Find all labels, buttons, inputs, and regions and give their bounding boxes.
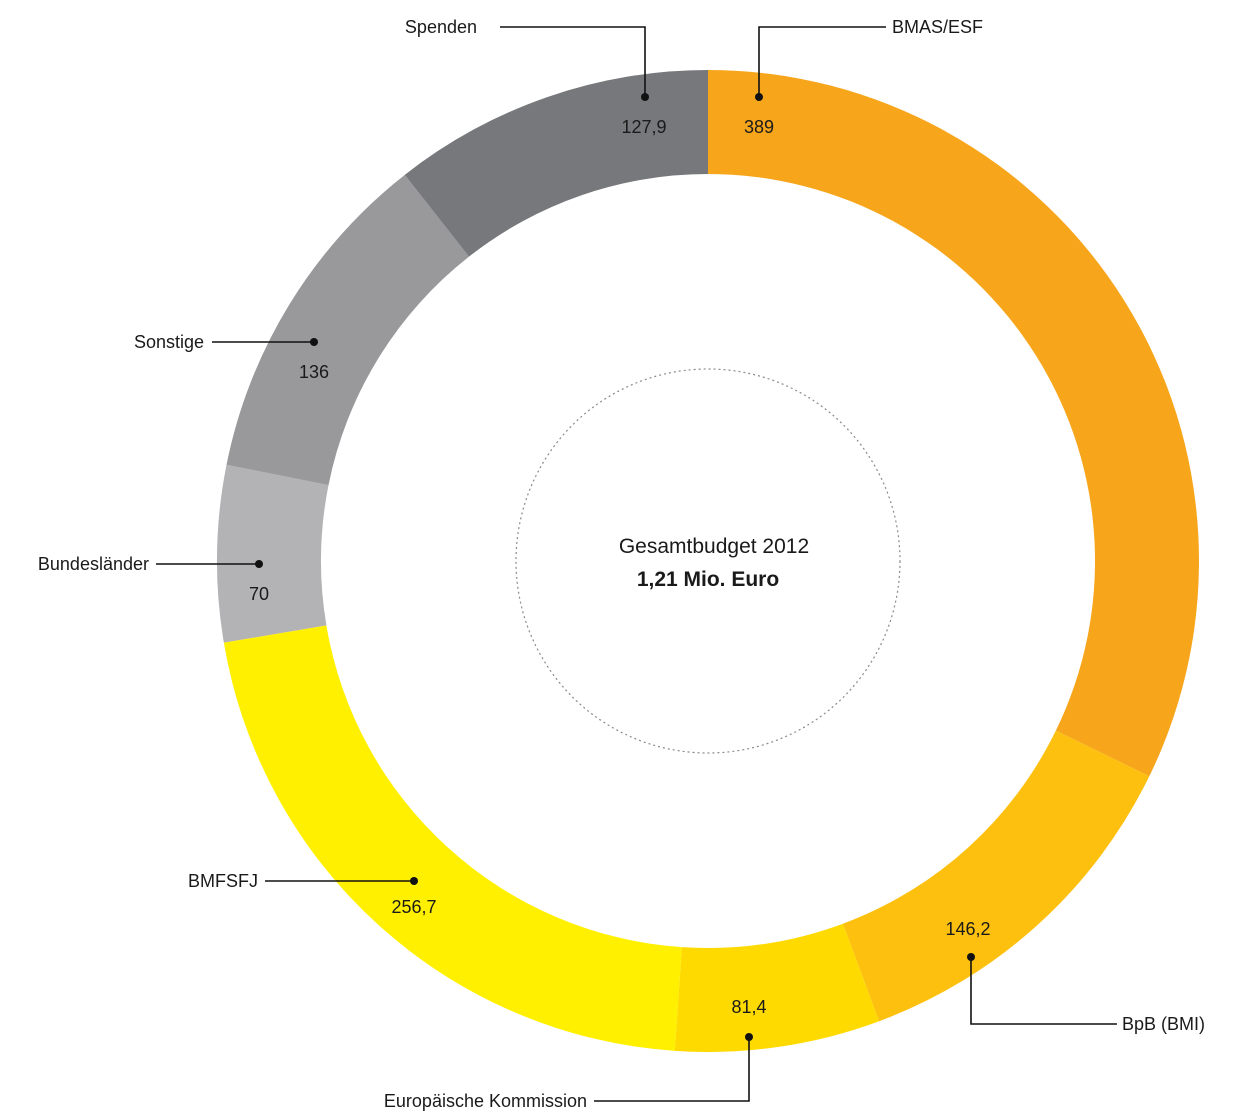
value-label-sonstige: 136	[299, 362, 329, 382]
slice-label-bmfsfj: BMFSFJ	[188, 871, 258, 891]
leader-line-bpb-bmi	[970, 957, 1117, 1025]
value-label-bmas-esf: 389	[744, 117, 774, 137]
leader-line-europaische-kommission	[594, 1037, 750, 1102]
slice-bpb-bmi	[842, 730, 1150, 1022]
leader-dot-bpb-bmi	[967, 953, 975, 961]
center-title: Gesamtbudget 2012	[619, 535, 809, 558]
slice-label-bmas-esf: BMAS/ESF	[892, 17, 983, 37]
leader-dot-bmas-esf	[755, 93, 763, 101]
leader-dot-bmfsfj	[410, 877, 418, 885]
slice-labels: BMAS/ESF 389 BpB (BMI) 146,2 Europäische Kom…	[38, 17, 1205, 1111]
center-dotted-circle	[515, 368, 901, 754]
leader-line-spenden	[500, 26, 646, 97]
leader-dot-spenden	[641, 93, 649, 101]
center-subtitle: 1,21 Mio. Euro	[637, 568, 779, 591]
value-label-bpb-bmi: 146,2	[945, 919, 990, 939]
slice-bmas-esf	[708, 70, 1199, 777]
value-label-bmfsfj: 256,7	[391, 897, 436, 917]
slice-bmfsfj	[223, 625, 682, 1051]
slice-spenden	[404, 70, 708, 257]
slice-label-spenden: Spenden	[405, 17, 477, 37]
value-label-bundeslander: 70	[249, 584, 269, 604]
slice-label-sonstige: Sonstige	[134, 332, 204, 352]
slice-label-bpb-bmi: BpB (BMI)	[1122, 1014, 1205, 1034]
leader-dot-europaische-kommission	[745, 1033, 753, 1041]
value-label-spenden: 127,9	[621, 117, 666, 137]
leader-dot-bundeslander	[255, 560, 263, 568]
slice-bundeslander	[217, 464, 329, 643]
leader-dot-sonstige	[310, 338, 318, 346]
slice-label-bundeslander: Bundesländer	[38, 554, 149, 574]
leader-line-bmas-esf	[758, 26, 886, 97]
leader-lines	[156, 26, 1117, 1102]
value-label-europaische-kommission: 81,4	[731, 997, 766, 1017]
slice-sonstige	[226, 174, 469, 486]
slice-label-europaische-kommission: Europäische Kommission	[384, 1091, 587, 1111]
donut-slices	[217, 70, 1199, 1052]
slice-europaische-kommission	[674, 923, 880, 1052]
